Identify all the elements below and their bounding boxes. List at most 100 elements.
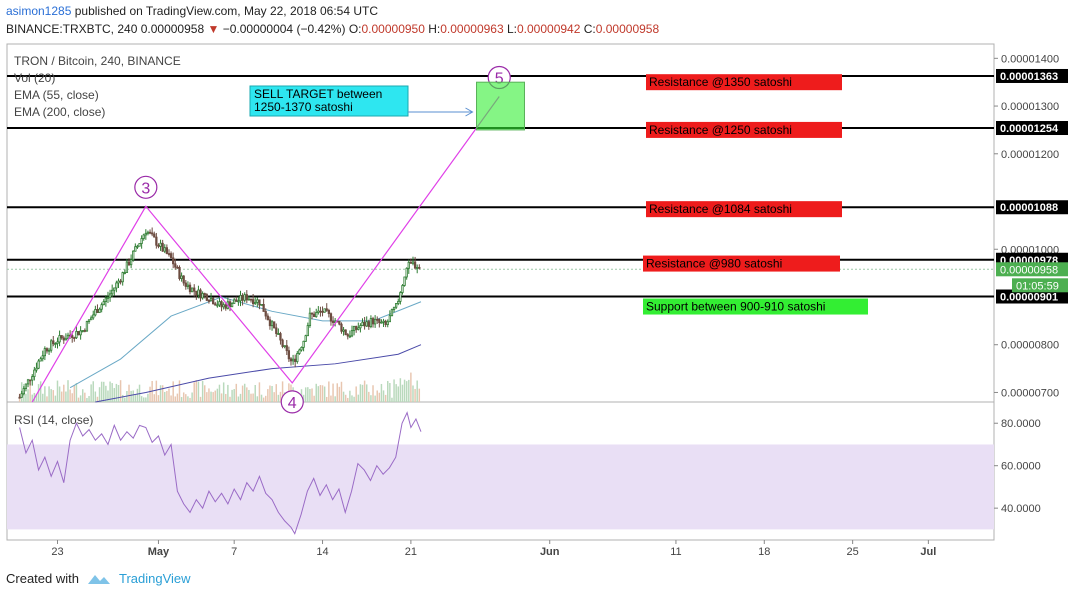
candle-body — [81, 330, 84, 332]
candle-body — [176, 266, 179, 269]
volume-bar — [395, 384, 397, 402]
volume-bar — [222, 382, 225, 402]
price-axis[interactable]: 0.000014000.000013000.000012000.00001000… — [994, 53, 1068, 399]
last-price: 0.00000958 — [140, 22, 205, 36]
volume-bar — [136, 388, 139, 402]
candle-body — [239, 294, 242, 302]
candle-body — [243, 294, 246, 301]
volume-bar — [130, 390, 132, 402]
volume-bar — [56, 380, 59, 402]
countdown-tag — [1012, 278, 1068, 293]
volume-bar — [342, 391, 345, 402]
volume-bar — [60, 391, 63, 402]
volume-bar — [187, 396, 189, 402]
volume-bar — [281, 381, 284, 402]
volume-bar — [199, 396, 202, 402]
volume-bar — [119, 380, 122, 402]
volume-bar — [35, 393, 38, 402]
created-with-text: Created with — [6, 571, 79, 586]
price-tick-label: 0.00001300 — [1001, 101, 1059, 113]
volume-bar — [391, 397, 393, 402]
volume-bar — [176, 393, 179, 402]
price-tick-label: 0.00001200 — [1001, 149, 1059, 161]
candle-body — [127, 261, 131, 266]
volume-bar — [71, 393, 73, 402]
volume-bar — [359, 384, 362, 402]
volume-bar — [372, 385, 374, 402]
candle-body — [399, 292, 402, 302]
volume-bar — [319, 385, 322, 402]
volume-bar — [44, 386, 46, 402]
candle-body — [258, 299, 261, 306]
volume-bar — [214, 390, 216, 402]
legend-rsi: RSI (14, close) — [14, 413, 93, 427]
volume-bar — [132, 390, 134, 402]
volume-bar — [313, 395, 315, 402]
candle-body — [144, 232, 147, 236]
candle-body — [113, 287, 116, 291]
candle-body — [287, 350, 291, 360]
volume-bar — [204, 385, 206, 402]
resistance-label-box — [646, 121, 842, 138]
candle-body — [184, 282, 187, 287]
volume-bar — [77, 397, 80, 402]
volume-bar — [275, 384, 277, 402]
volume-bar — [334, 396, 336, 402]
volume-bar — [86, 397, 88, 402]
candle-body — [268, 319, 272, 327]
time-tick-label: Jun — [540, 546, 560, 558]
tradingview-brand-link[interactable]: TradingView — [118, 571, 191, 586]
time-axis[interactable]: 23 May 7 14 21 Jun 11 18 25 Jul — [51, 540, 936, 558]
volume-bar — [121, 394, 124, 402]
volume-bar — [307, 387, 309, 402]
volume-bar — [103, 381, 105, 402]
candle-body — [64, 338, 68, 341]
volume-bar — [250, 393, 252, 402]
candle-body — [386, 321, 389, 325]
countdown-label: 01:05:59 — [1016, 280, 1059, 292]
volume-bar — [239, 393, 242, 402]
level-price-label: 0.00000901 — [1000, 292, 1058, 304]
volume-bar — [401, 384, 404, 402]
volume-bar — [374, 395, 376, 402]
candle-body — [251, 299, 255, 305]
volume-bar — [336, 383, 338, 402]
volume-bar — [254, 384, 256, 402]
candle-body — [407, 261, 410, 269]
candle-body — [260, 304, 263, 306]
volume-bar — [168, 388, 170, 402]
candle-body — [365, 321, 368, 327]
volume-bar — [414, 388, 416, 402]
author-link[interactable]: asimon1285 — [6, 4, 72, 18]
candle-body — [397, 300, 400, 304]
price-tick-label: 0.00000800 — [1001, 340, 1059, 352]
candle-body — [342, 329, 345, 332]
candle-body — [283, 345, 286, 348]
level-price-label: 0.00001088 — [1000, 202, 1058, 214]
candle-body — [56, 341, 59, 344]
candle-body — [327, 309, 330, 315]
volume-bar — [246, 387, 248, 402]
volume-bar — [243, 383, 246, 402]
volume-bar — [84, 392, 86, 402]
candle-body — [304, 335, 307, 342]
volume-bar — [271, 386, 273, 402]
candle-body — [237, 300, 240, 303]
candle-body — [329, 313, 333, 322]
volume-bar — [134, 395, 137, 402]
volume-bar — [380, 383, 383, 402]
volume-bar — [105, 385, 107, 402]
candle-body — [294, 358, 297, 362]
volume-bar — [416, 380, 418, 402]
volume-bar — [269, 385, 271, 402]
wave-marker-label: 4 — [288, 395, 297, 412]
publish-text: published on TradingView.com, May 22, 20… — [74, 4, 379, 18]
candle-body — [106, 296, 110, 299]
candle-body — [264, 311, 267, 317]
candle-body — [174, 263, 177, 268]
candle-body — [373, 318, 377, 325]
candle-body — [92, 314, 95, 319]
candle-body — [241, 294, 244, 301]
volume-bar — [258, 382, 261, 402]
